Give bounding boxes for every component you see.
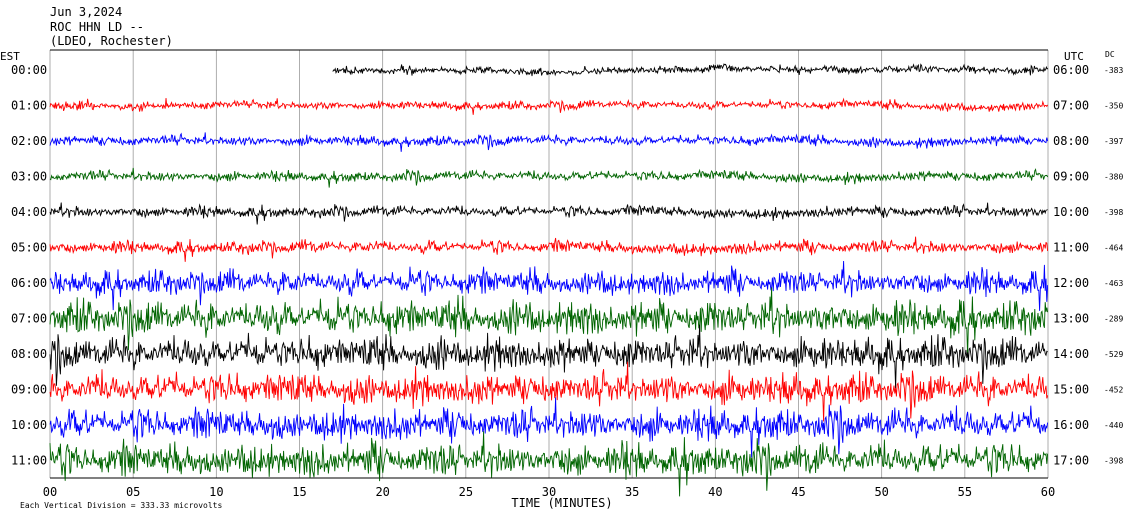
est-time-label: 09:00 (11, 383, 47, 397)
trace-0700 (49, 287, 1049, 357)
dc-offset-label: -350 (1104, 102, 1123, 111)
est-time-label: 00:00 (11, 63, 47, 77)
utc-header: UTC (1064, 50, 1084, 63)
est-time-label: 03:00 (11, 170, 47, 184)
est-time-label: 02:00 (11, 134, 47, 148)
dc-offset-label: -397 (1104, 137, 1123, 146)
utc-time-label: 08:00 (1053, 134, 1089, 148)
x-tick-label: 15 (292, 485, 306, 499)
est-time-label: 01:00 (11, 99, 47, 113)
x-tick-label: 60 (1041, 485, 1055, 499)
est-time-label: 08:00 (11, 347, 47, 361)
x-tick-label: 35 (625, 485, 639, 499)
x-axis-ticks: 00 05 10 15 20 25 30 35 40 45 50 55 60 (43, 485, 1055, 499)
est-time-label: 04:00 (11, 205, 47, 219)
date-title: Jun 3,2024 (50, 5, 123, 19)
x-tick-label: 20 (375, 485, 389, 499)
row-labels: 00:00 06:00 -383 01:00 07:00 -350 02:00 08:00 -3… (11, 63, 1123, 468)
dc-offset-label: -452 (1104, 386, 1123, 395)
seismic-traces (49, 63, 1049, 497)
utc-time-label: 16:00 (1053, 418, 1089, 432)
scale-note: Each Vertical Division = 333.33 microvol… (20, 501, 222, 510)
trace-0800 (49, 324, 1048, 389)
est-time-label: 10:00 (11, 418, 47, 432)
trace-0100 (49, 97, 1048, 115)
x-tick-label: 05 (126, 485, 140, 499)
trace-1000 (49, 397, 1049, 458)
dc-offset-label: -398 (1104, 457, 1123, 466)
dc-offset-label: -440 (1104, 421, 1123, 430)
est-time-label: 11:00 (11, 454, 47, 468)
utc-time-label: 10:00 (1053, 205, 1089, 219)
trace-0300 (49, 167, 1049, 188)
x-tick-label: 30 (542, 485, 556, 499)
trace-0500 (49, 236, 1049, 262)
dc-offset-label: -463 (1104, 279, 1123, 288)
x-tick-label: 45 (791, 485, 805, 499)
x-tick-label: 50 (874, 485, 888, 499)
dc-offset-label: -289 (1104, 315, 1123, 324)
utc-time-label: 17:00 (1053, 454, 1089, 468)
trace-0400 (49, 202, 1048, 225)
trace-0200 (49, 132, 1049, 152)
dc-header: DC (1105, 50, 1115, 59)
est-time-label: 05:00 (11, 241, 47, 255)
utc-time-label: 12:00 (1053, 276, 1089, 290)
utc-time-label: 09:00 (1053, 170, 1089, 184)
utc-time-label: 07:00 (1053, 99, 1089, 113)
dc-offset-label: -398 (1104, 208, 1123, 217)
dc-offset-label: -380 (1104, 173, 1123, 182)
utc-time-label: 06:00 (1053, 63, 1089, 77)
utc-time-label: 13:00 (1053, 312, 1089, 326)
utc-time-label: 11:00 (1053, 241, 1089, 255)
x-axis-title: TIME (MINUTES) (511, 496, 612, 510)
station-title: ROC HHN LD -- (50, 20, 144, 34)
utc-time-label: 15:00 (1053, 383, 1089, 397)
trace-1100 (49, 431, 1049, 497)
x-tick-label: 40 (708, 485, 722, 499)
x-tick-label: 25 (459, 485, 473, 499)
x-tick-label: 55 (958, 485, 972, 499)
trace-0600 (49, 260, 1049, 311)
est-header: EST (0, 50, 20, 63)
minute-grid (49, 49, 1049, 479)
trace-0000 (332, 63, 1049, 77)
est-time-label: 06:00 (11, 276, 47, 290)
dc-offset-label: -464 (1104, 244, 1123, 253)
est-time-label: 07:00 (11, 312, 47, 326)
utc-time-label: 14:00 (1053, 347, 1089, 361)
x-tick-label: 10 (209, 485, 223, 499)
network-title: (LDEO, Rochester) (50, 34, 173, 48)
trace-0900 (49, 361, 1049, 422)
dc-offset-label: -529 (1104, 350, 1123, 359)
dc-offset-label: -383 (1104, 66, 1123, 75)
x-tick-label: 00 (43, 485, 57, 499)
